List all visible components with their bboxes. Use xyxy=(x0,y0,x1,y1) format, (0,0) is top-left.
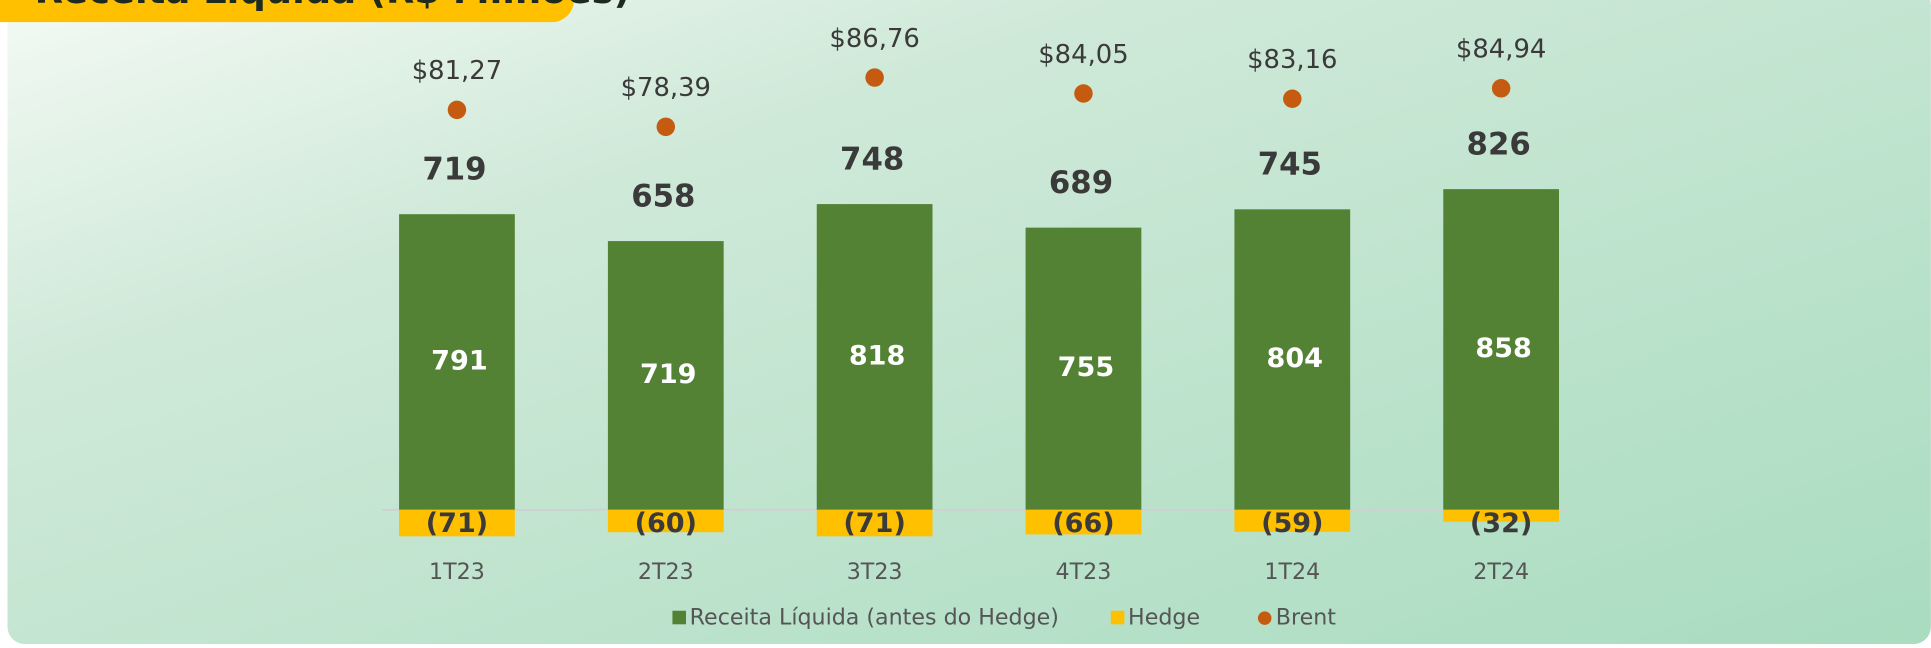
total-label: 748 xyxy=(840,141,904,177)
legend-marker xyxy=(1258,611,1272,625)
x-tick-label: 1T23 xyxy=(429,559,485,585)
x-tick-label: 3T23 xyxy=(847,559,903,585)
total-label: 719 xyxy=(422,152,486,188)
hedge-value-label: (32) xyxy=(1470,508,1532,539)
bar-value-label: 719 xyxy=(640,359,697,390)
bar-value-label: 858 xyxy=(1475,333,1532,364)
legend-label: Receita Líquida (antes do Hedge) xyxy=(690,605,1059,631)
brent-dot xyxy=(1074,84,1092,102)
hedge-value-label: (66) xyxy=(1052,508,1114,539)
brent-label: $78,39 xyxy=(621,73,711,103)
x-tick-label: 4T23 xyxy=(1056,559,1112,585)
total-label: 689 xyxy=(1049,165,1113,201)
brent-dot xyxy=(1283,90,1301,108)
total-label: 745 xyxy=(1258,147,1322,183)
legend-label: Brent xyxy=(1276,605,1336,631)
hedge-value-label: (59) xyxy=(1261,508,1323,539)
brent-label: $84,05 xyxy=(1038,40,1128,70)
hedge-value-label: (71) xyxy=(426,508,488,539)
brent-label: $81,27 xyxy=(412,56,502,86)
brent-dot xyxy=(657,118,675,136)
bar-value-label: 755 xyxy=(1058,352,1115,383)
bar-value-label: 791 xyxy=(431,345,488,376)
bar-value-label: 804 xyxy=(1266,343,1323,374)
brent-dot xyxy=(865,68,883,86)
x-tick-label: 2T23 xyxy=(638,559,694,585)
background xyxy=(8,0,1931,644)
hedge-value-label: (71) xyxy=(843,508,905,539)
total-label: 826 xyxy=(1467,127,1531,163)
brent-dot xyxy=(1492,79,1510,97)
x-tick-label: 1T24 xyxy=(1264,559,1320,585)
chart-title: Receita Líquida (R$ Milhões) xyxy=(35,0,631,12)
x-tick-label: 2T24 xyxy=(1473,559,1529,585)
legend-label: Hedge xyxy=(1128,605,1200,631)
brent-label: $86,76 xyxy=(829,24,919,54)
legend-marker xyxy=(1111,611,1125,625)
legend-marker xyxy=(672,611,686,625)
brent-label: $83,16 xyxy=(1247,45,1337,75)
brent-label: $84,94 xyxy=(1456,35,1546,65)
bar-value-label: 818 xyxy=(849,340,906,371)
brent-dot xyxy=(448,101,466,119)
page: Receita Líquida (R$ Milhões) 791 (71) 719 $… xyxy=(0,0,1931,644)
total-label: 658 xyxy=(631,178,695,214)
hedge-value-label: (60) xyxy=(635,508,697,539)
chart: Receita Líquida (R$ Milhões) 791 (71) 719 $… xyxy=(0,0,1931,644)
